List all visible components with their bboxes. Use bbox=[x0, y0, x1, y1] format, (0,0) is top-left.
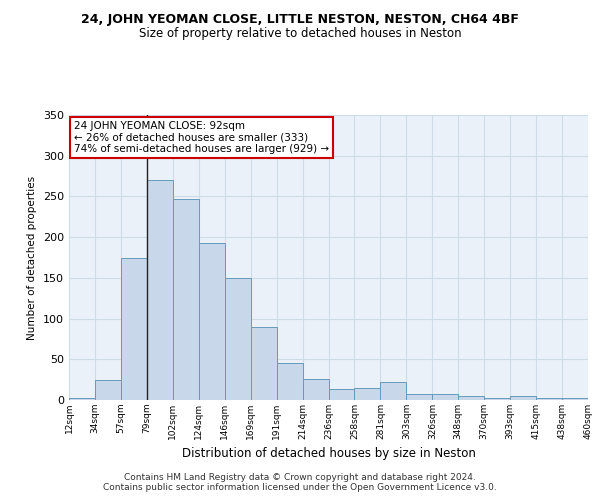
Bar bbox=[406, 394, 432, 400]
Bar bbox=[69, 398, 95, 400]
Text: 24 JOHN YEOMAN CLOSE: 92sqm
← 26% of detached houses are smaller (333)
74% of se: 24 JOHN YEOMAN CLOSE: 92sqm ← 26% of det… bbox=[74, 120, 329, 154]
Bar bbox=[536, 398, 562, 400]
Bar bbox=[562, 398, 588, 400]
X-axis label: Distribution of detached houses by size in Neston: Distribution of detached houses by size … bbox=[182, 448, 475, 460]
Bar bbox=[199, 243, 224, 400]
Bar bbox=[380, 382, 406, 400]
Bar bbox=[251, 326, 277, 400]
Bar bbox=[458, 396, 484, 400]
Text: 24, JOHN YEOMAN CLOSE, LITTLE NESTON, NESTON, CH64 4BF: 24, JOHN YEOMAN CLOSE, LITTLE NESTON, NE… bbox=[81, 12, 519, 26]
Bar bbox=[510, 396, 536, 400]
Bar bbox=[302, 379, 329, 400]
Bar bbox=[95, 380, 121, 400]
Bar bbox=[121, 258, 147, 400]
Bar bbox=[277, 362, 302, 400]
Text: Size of property relative to detached houses in Neston: Size of property relative to detached ho… bbox=[139, 28, 461, 40]
Bar bbox=[225, 278, 251, 400]
Bar bbox=[355, 388, 380, 400]
Bar bbox=[484, 398, 510, 400]
Bar bbox=[433, 394, 458, 400]
Bar bbox=[147, 180, 173, 400]
Y-axis label: Number of detached properties: Number of detached properties bbox=[28, 176, 37, 340]
Text: Contains HM Land Registry data © Crown copyright and database right 2024.
Contai: Contains HM Land Registry data © Crown c… bbox=[103, 473, 497, 492]
Bar bbox=[173, 199, 199, 400]
Bar bbox=[329, 390, 355, 400]
